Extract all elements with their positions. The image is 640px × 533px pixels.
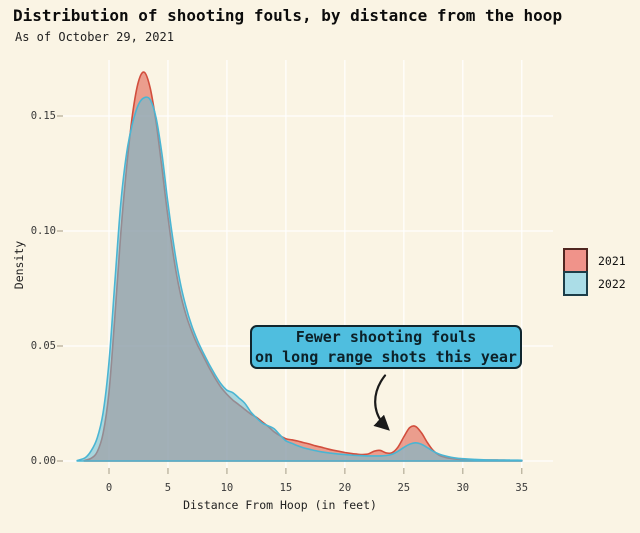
y-tick-label: 0.10 [30,225,56,237]
x-tick-label: 5 [164,482,172,494]
y-axis-title: Density [12,240,26,290]
x-tick-label: 20 [338,482,352,494]
legend-label-2022: 2022 [598,276,626,291]
x-tick-label: 0 [105,482,113,494]
legend-swatch-2022-icon [563,271,588,296]
x-axis-title: Distance From Hoop (in feet) [183,498,377,512]
annotation-line-2: on long range shots this year [255,348,517,366]
legend-item-2022: 2022 [563,271,626,296]
legend: 2021 2022 [563,248,626,296]
y-tick-label: 0.00 [30,455,56,467]
x-tick-label: 30 [456,482,470,494]
y-tick-label: 0.15 [30,110,56,122]
x-tick-label: 10 [220,482,234,494]
y-tick-label: 0.05 [30,340,56,352]
annotation-arrow-icon [373,374,390,431]
density-areas [76,71,523,462]
annotation-line-1: Fewer shooting fouls [295,328,477,346]
axis-tick-marks [57,115,523,474]
legend-item-2021: 2021 [563,248,626,273]
x-tick-label: 35 [515,482,529,494]
annotation-box: Fewer shooting fouls on long range shots… [250,325,522,369]
page-title: Distribution of shooting fouls, by dista… [13,6,563,25]
x-tick-label: 25 [397,482,411,494]
legend-label-2021: 2021 [598,253,626,268]
chart-subtitle: As of October 29, 2021 [15,30,174,44]
x-tick-label: 15 [279,482,293,494]
legend-swatch-2021-icon [563,248,588,273]
